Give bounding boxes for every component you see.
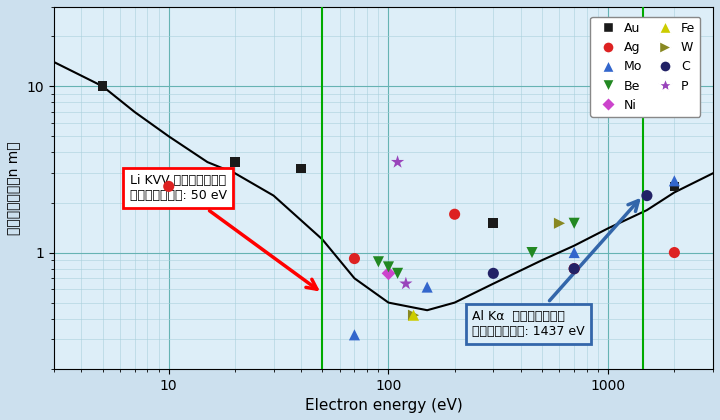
Text: Li KVV オージェ電子の
運動エネルギー: 50 eV: Li KVV オージェ電子の 運動エネルギー: 50 eV [130,174,317,289]
Point [163,183,174,190]
Point [568,265,580,272]
Point [487,220,499,227]
Point [669,183,680,190]
X-axis label: Electron energy (eV): Electron energy (eV) [305,398,462,413]
Point [408,312,419,318]
Point [554,220,565,227]
Point [408,312,419,318]
Point [568,220,580,227]
Point [487,270,499,277]
Point [526,249,538,256]
Point [641,192,652,199]
Point [373,258,384,265]
Point [400,280,412,287]
Point [449,211,460,218]
Y-axis label: 平均自由行程（n m）: 平均自由行程（n m） [7,141,21,235]
Point [96,83,108,89]
Point [421,284,433,291]
Point [392,270,403,277]
Point [669,178,680,184]
Point [348,331,360,338]
Point [383,263,395,270]
Point [295,165,307,172]
Point [348,255,360,262]
Point [383,270,395,277]
Point [568,265,580,272]
Point [392,159,403,165]
Legend: Au, Ag, Mo, Be, Ni, Fe, W, C, P: Au, Ag, Mo, Be, Ni, Fe, W, C, P [590,17,701,117]
Point [229,159,240,165]
Text: Al Kα  助起の光電子の
運動エネルギー: 1437 eV: Al Kα 助起の光電子の 運動エネルギー: 1437 eV [472,201,639,338]
Point [669,249,680,256]
Point [568,249,580,256]
